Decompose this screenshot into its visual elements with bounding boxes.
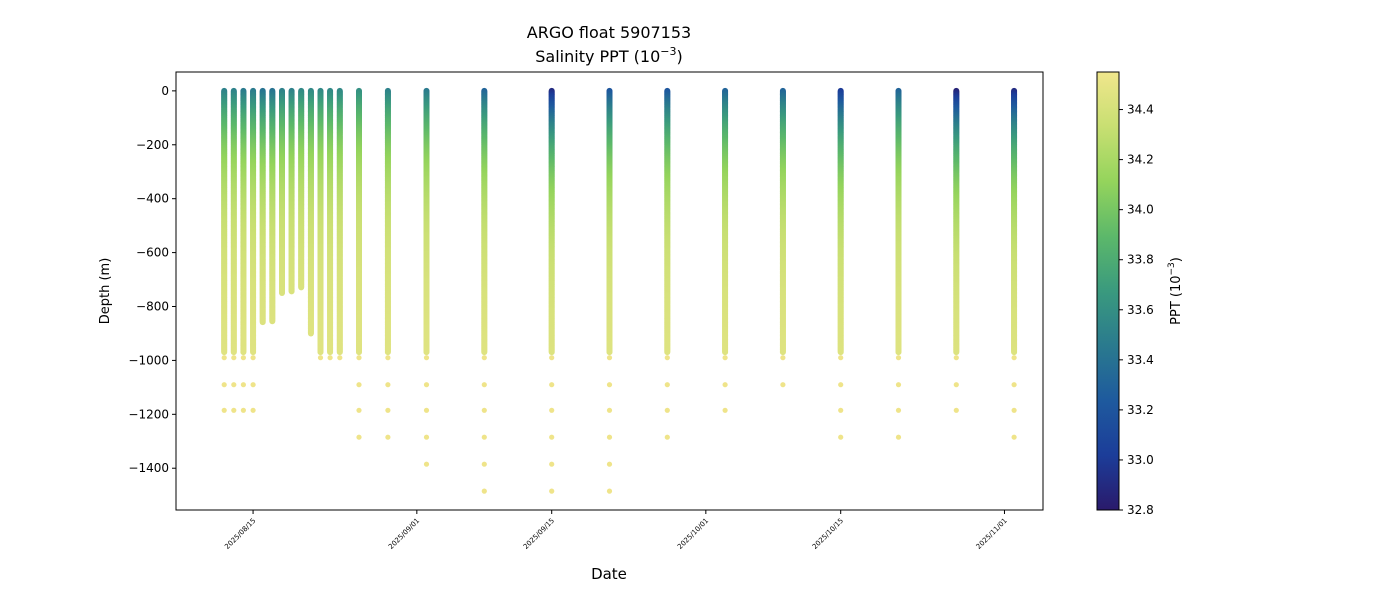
chart-title: ARGO float 5907153 [527,23,691,42]
deep-point [423,461,430,467]
deep-point [231,355,237,361]
deep-point [231,382,237,388]
deep-point [327,355,333,361]
profile-point [221,349,228,356]
profile-2025-08-22 [317,87,324,361]
profile-point [307,330,314,337]
deep-point [221,407,227,413]
chart-subtitle-suffix: ) [677,47,683,66]
deep-point [240,407,246,413]
profile-point [288,288,295,295]
profile-point [279,290,285,296]
profile-2025-08-14 [240,87,247,413]
profile-point [384,349,391,356]
chart-subtitle: Salinity PPT (10−3) [535,45,683,66]
deep-point [423,382,430,388]
profile-2025-08-12 [221,87,228,413]
deep-point [423,355,430,361]
deep-point [423,407,430,413]
deep-point [231,407,237,413]
profile-point [317,349,324,356]
profile-2025-08-15 [250,87,257,413]
profile-point [423,349,430,356]
deep-point [240,355,246,361]
profile-2025-08-24 [336,87,343,361]
profile-point [259,319,266,326]
deep-point [423,434,430,440]
deep-point [240,382,246,388]
deep-point [221,355,227,361]
profile-point [250,349,257,356]
deep-point [385,407,391,413]
profile-2025-08-16 [259,87,266,326]
deep-point [356,382,362,388]
plot-area [175,71,1044,511]
deep-point [356,407,362,413]
profile-2025-09-02 [423,87,430,467]
profile-2025-08-26 [356,87,362,440]
profile-point [356,349,362,356]
deep-point [317,355,324,361]
deep-point [356,355,362,361]
deep-point [385,382,391,388]
profile-2025-08-17 [269,87,276,325]
deep-point [356,434,362,440]
profile-point [240,349,247,356]
profile-point [327,349,334,356]
profile-point [298,284,305,291]
profile-2025-08-18 [279,87,285,296]
profile-2025-08-21 [307,87,314,337]
deep-point [250,382,256,388]
chart-subtitle-prefix: Salinity PPT (10 [535,47,660,66]
profile-2025-08-19 [288,87,295,295]
chart-subtitle-exp: −3 [660,45,676,58]
profile-2025-08-23 [327,87,334,361]
profile-2025-08-13 [230,87,237,413]
profile-point [230,349,237,356]
profile-2025-08-29 [384,87,391,440]
profile-2025-08-20 [298,87,305,291]
profile-point [269,318,276,325]
deep-point [385,355,391,361]
deep-point [250,407,256,413]
deep-point [250,355,256,361]
deep-point [221,382,227,388]
profile-point [336,349,343,356]
deep-point [337,355,343,361]
scatter-points [221,87,1018,494]
profile-2025-09-08 [481,87,488,494]
deep-point [385,434,391,440]
